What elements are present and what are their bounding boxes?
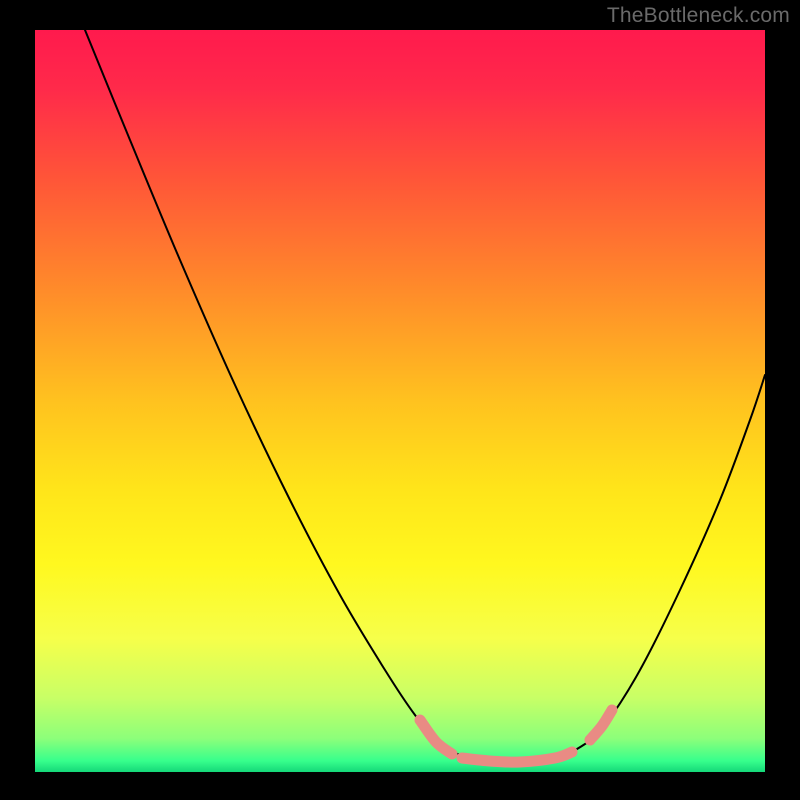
attribution-label: TheBottleneck.com: [607, 4, 790, 28]
bottleneck-chart: [0, 0, 800, 800]
chart-root: TheBottleneck.com: [0, 0, 800, 800]
